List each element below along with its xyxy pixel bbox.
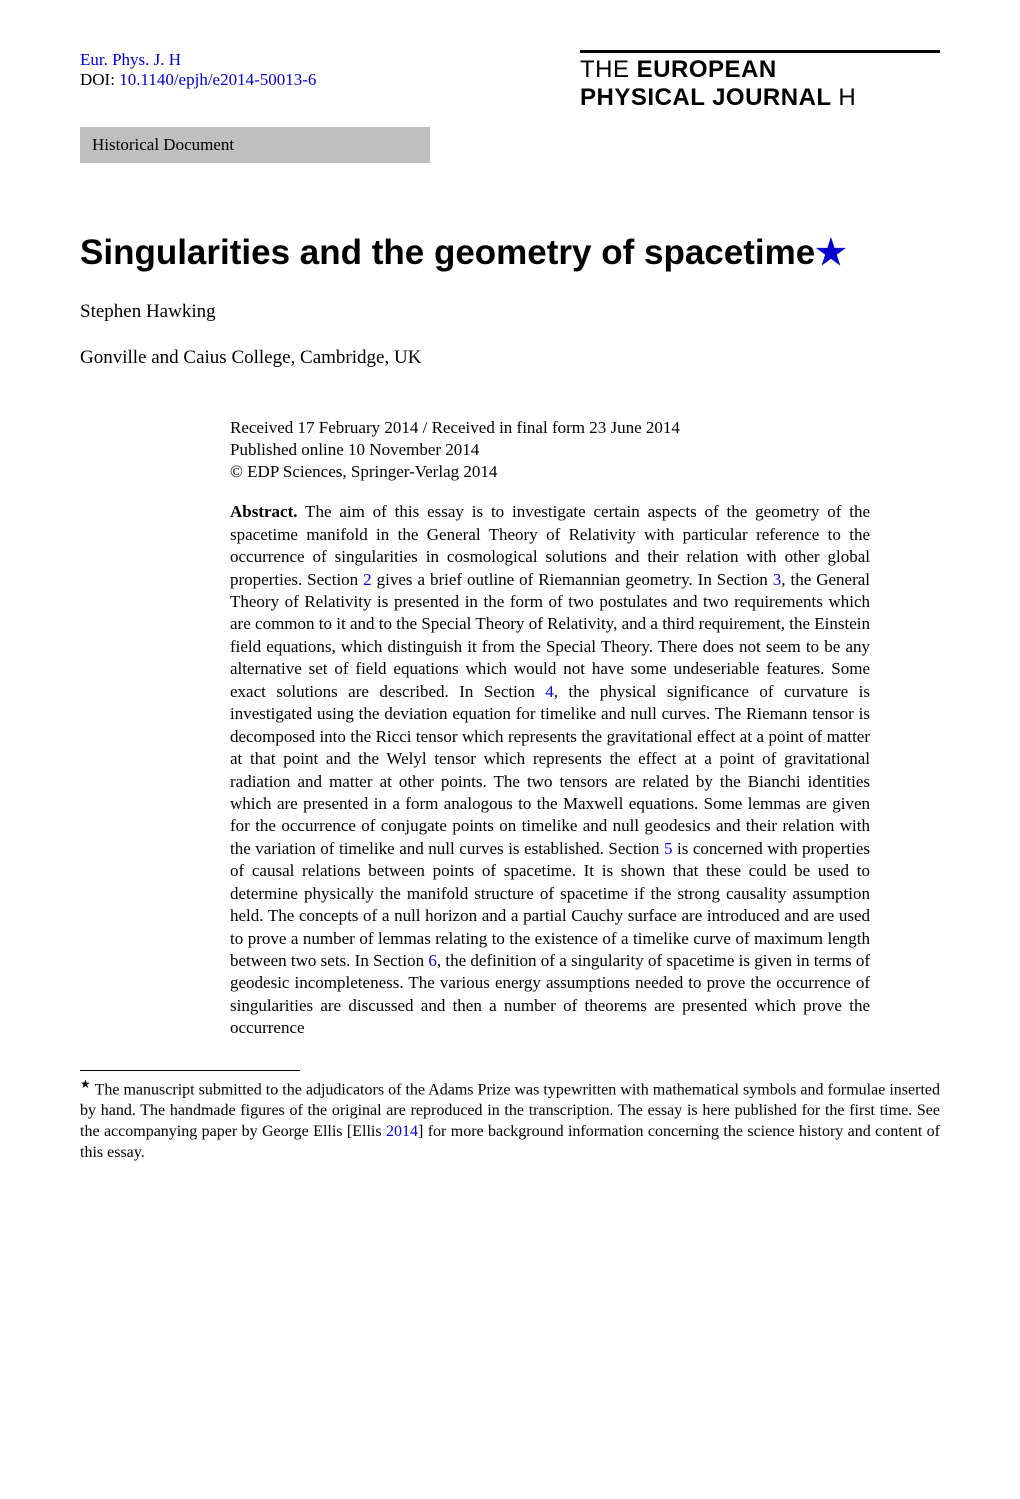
citation-ellis-2014[interactable]: 2014	[386, 1123, 418, 1140]
author-name: Stephen Hawking	[80, 301, 940, 323]
journal-line2-light: H	[838, 84, 856, 111]
doi-line: DOI: 10.1140/epjh/e2014-50013-6	[80, 70, 316, 90]
footnote-star-icon: ★	[80, 1077, 91, 1091]
title-text: Singularities and the geometry of spacet…	[80, 233, 815, 272]
section-ref-2[interactable]: 2	[363, 570, 372, 589]
journal-name-line1: THE EUROPEAN	[580, 56, 940, 84]
received-date: Received 17 February 2014 / Received in …	[230, 417, 870, 439]
abstract-label: Abstract.	[230, 502, 298, 521]
copyright-line: © EDP Sciences, Springer-Verlag 2014	[230, 461, 870, 483]
header-right: THE EUROPEAN PHYSICAL JOURNAL H	[580, 50, 940, 112]
publication-meta: Received 17 February 2014 / Received in …	[230, 417, 870, 483]
doi-link[interactable]: 10.1140/epjh/e2014-50013-6	[119, 70, 316, 89]
document-type-badge: Historical Document	[80, 127, 430, 163]
doi-prefix: DOI:	[80, 70, 119, 89]
footnote-separator	[80, 1070, 300, 1071]
journal-short-link[interactable]: Eur. Phys. J. H	[80, 50, 316, 70]
header-left: Eur. Phys. J. H DOI: 10.1140/epjh/e2014-…	[80, 50, 316, 90]
section-ref-3[interactable]: 3	[773, 570, 782, 589]
published-date: Published online 10 November 2014	[230, 439, 870, 461]
page-header: Eur. Phys. J. H DOI: 10.1140/epjh/e2014-…	[80, 50, 940, 112]
author-affiliation: Gonville and Caius College, Cambridge, U…	[80, 347, 940, 369]
journal-line2-bold: PHYSICAL JOURNAL	[580, 84, 838, 111]
abstract-text-2: gives a brief outline of Riemannian geom…	[372, 570, 773, 589]
section-ref-4[interactable]: 4	[545, 682, 554, 701]
paper-title: Singularities and the geometry of spacet…	[80, 233, 940, 273]
footnote: ★ The manuscript submitted to the adjudi…	[80, 1077, 940, 1164]
abstract-text-4: , the physical significance of curvature…	[230, 682, 870, 858]
section-ref-6[interactable]: 6	[428, 951, 437, 970]
journal-name-line2: PHYSICAL JOURNAL H	[580, 84, 940, 112]
journal-line1-light: THE	[580, 56, 637, 83]
abstract: Abstract. The aim of this essay is to in…	[230, 501, 870, 1040]
journal-line1-bold: EUROPEAN	[637, 56, 777, 83]
title-footnote-star[interactable]: ★	[815, 233, 846, 272]
